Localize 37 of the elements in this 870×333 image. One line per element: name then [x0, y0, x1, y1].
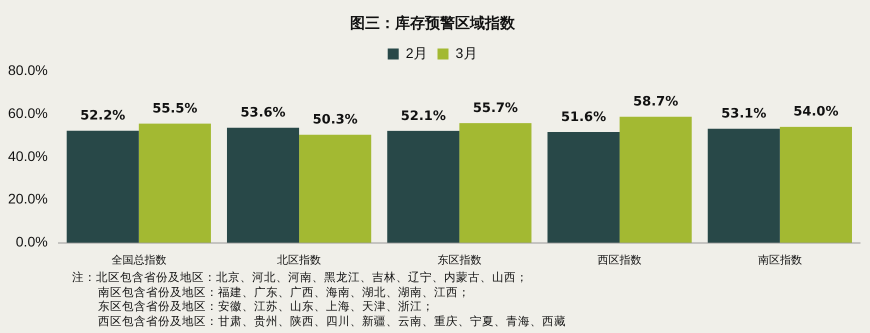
bar [387, 130, 460, 243]
bar [780, 126, 852, 243]
bar [620, 116, 692, 243]
bar [138, 124, 211, 243]
x-tick-label: 东区指数 [437, 253, 482, 266]
x-tick-label: 全国总指数 [111, 253, 166, 266]
data-label: 58.7% [633, 94, 678, 110]
bar [299, 134, 372, 243]
data-label: 53.6% [240, 106, 286, 121]
data-label: 52.2% [80, 108, 126, 124]
y-tick-label: 40.0% [8, 148, 48, 164]
data-label: 50.3% [312, 112, 358, 128]
data-label: 53.1% [721, 106, 766, 122]
y-tick-label: 0.0% [16, 234, 48, 250]
text: 南区包含省份及地区：福建、广东、广西、海南、湖北、湖南、江西； [97, 284, 471, 299]
bar [66, 130, 139, 243]
legend-label: 3月 [456, 44, 478, 61]
data-label: 55.5% [152, 101, 198, 116]
data-label: 55.7% [472, 101, 518, 116]
chart-title: 图三：库存预警区域指数 [350, 14, 516, 32]
text: 注：北区包含省份及地区：北京、河北、河南、黑龙江、吉林、辽宁、内蒙古、山西； [72, 270, 529, 284]
bar [459, 123, 532, 243]
y-tick-label: 20.0% [8, 190, 48, 207]
x-tick-label: 南区指数 [758, 253, 802, 266]
data-label: 52.1% [400, 108, 446, 124]
y-tick-label: 80.0% [8, 62, 48, 78]
bar [226, 128, 300, 243]
y-tick-label: 60.0% [8, 104, 48, 121]
text: 东区包含省份及地区：安徽、江苏、山东、上海、天津、浙江； [97, 299, 435, 314]
data-label: 54.0% [793, 104, 838, 120]
text: 西区包含省份及地区：甘肃、贵州、陕西、四川、新疆、云南、重庆、宁夏、青海、西藏 [97, 314, 566, 328]
bar [708, 128, 780, 243]
x-tick-label: 北区指数 [277, 253, 322, 266]
data-label: 51.6% [560, 110, 606, 125]
legend-label: 2月 [406, 44, 428, 61]
bar [547, 132, 620, 243]
x-tick-label: 西区指数 [598, 254, 642, 266]
